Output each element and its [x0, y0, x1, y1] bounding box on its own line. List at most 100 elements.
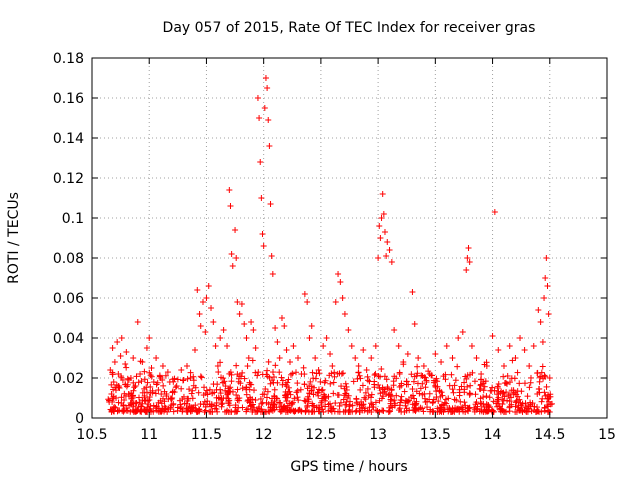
plot-frame — [91, 57, 608, 419]
data-point — [277, 408, 284, 415]
data-point — [336, 402, 343, 409]
data-point — [128, 390, 135, 397]
data-point — [204, 398, 211, 405]
data-point — [534, 369, 541, 376]
data-point — [226, 187, 233, 193]
data-point — [400, 361, 407, 368]
data-point — [274, 379, 281, 386]
data-point — [167, 395, 174, 402]
data-point — [536, 374, 543, 381]
data-point — [337, 279, 344, 285]
data-point — [395, 407, 402, 414]
data-point — [381, 388, 388, 395]
data-point — [414, 370, 421, 377]
data-point — [361, 394, 368, 401]
data-point — [214, 363, 221, 369]
data-point — [534, 408, 541, 415]
data-point — [526, 384, 533, 391]
data-point — [527, 399, 534, 406]
data-point — [111, 359, 118, 365]
data-point — [270, 374, 277, 381]
data-point — [495, 381, 502, 388]
data-point — [467, 390, 474, 397]
data-point — [466, 371, 473, 378]
y-tick-label: 0.1 — [62, 211, 84, 227]
data-point — [188, 390, 195, 397]
data-point — [272, 325, 279, 331]
data-point — [294, 380, 301, 387]
data-point — [168, 402, 175, 409]
data-point — [123, 349, 130, 355]
data-point — [209, 408, 216, 415]
data-point — [450, 407, 457, 414]
data-point — [282, 392, 289, 399]
data-point — [301, 291, 308, 297]
data-point — [159, 405, 166, 412]
data-point — [141, 376, 148, 383]
data-point — [344, 394, 351, 401]
data-point — [477, 395, 484, 402]
data-point — [269, 271, 276, 277]
data-point — [512, 408, 519, 415]
data-point — [269, 377, 276, 384]
data-point — [272, 362, 279, 369]
data-point — [426, 390, 433, 397]
data-point — [338, 383, 345, 390]
data-point — [527, 379, 534, 386]
data-point — [396, 369, 403, 376]
data-point — [436, 388, 443, 395]
data-point — [169, 389, 176, 396]
chart-title: Day 057 of 2015, Rate Of TEC Index for r… — [163, 20, 536, 36]
data-point — [403, 407, 410, 414]
data-point — [153, 355, 160, 361]
data-point — [148, 365, 155, 371]
data-point — [327, 400, 334, 407]
data-point — [544, 402, 551, 409]
data-point — [217, 359, 224, 366]
data-point — [477, 400, 484, 407]
data-point — [301, 397, 308, 404]
data-point — [366, 407, 373, 414]
data-point — [381, 373, 388, 380]
data-point — [304, 299, 311, 305]
data-point — [233, 255, 240, 261]
data-point — [183, 408, 190, 415]
data-point — [381, 229, 388, 235]
data-point — [358, 404, 365, 411]
data-point — [372, 343, 379, 349]
data-point — [214, 381, 221, 388]
data-point — [341, 311, 348, 317]
data-point — [459, 329, 466, 335]
data-point — [137, 371, 144, 377]
data-point — [144, 408, 151, 415]
data-point — [531, 403, 538, 410]
data-point — [368, 400, 375, 407]
data-point — [122, 361, 129, 367]
data-point — [350, 378, 357, 385]
data-point — [181, 400, 188, 407]
data-point — [192, 384, 199, 391]
data-point — [371, 372, 378, 379]
data-point — [222, 387, 229, 394]
data-point — [304, 393, 311, 400]
data-point — [435, 398, 442, 405]
data-point — [114, 408, 121, 415]
data-point — [417, 385, 424, 392]
data-point — [261, 105, 268, 111]
data-point — [257, 159, 264, 165]
data-point — [477, 386, 484, 393]
data-point — [448, 371, 455, 378]
data-point — [434, 383, 441, 390]
data-point — [481, 361, 488, 368]
y-axis: 0 0.02 0.04 0.06 0.08 0.1 0.12 0.14 0.16 0.18 — [53, 51, 607, 427]
data-point — [398, 393, 405, 400]
data-point — [180, 377, 187, 383]
data-point — [422, 384, 429, 391]
data-point — [544, 283, 551, 289]
data-point — [472, 401, 479, 408]
data-point — [246, 386, 253, 393]
data-point — [262, 75, 269, 81]
data-point — [373, 407, 380, 414]
data-point — [432, 351, 439, 357]
data-point — [540, 375, 547, 382]
